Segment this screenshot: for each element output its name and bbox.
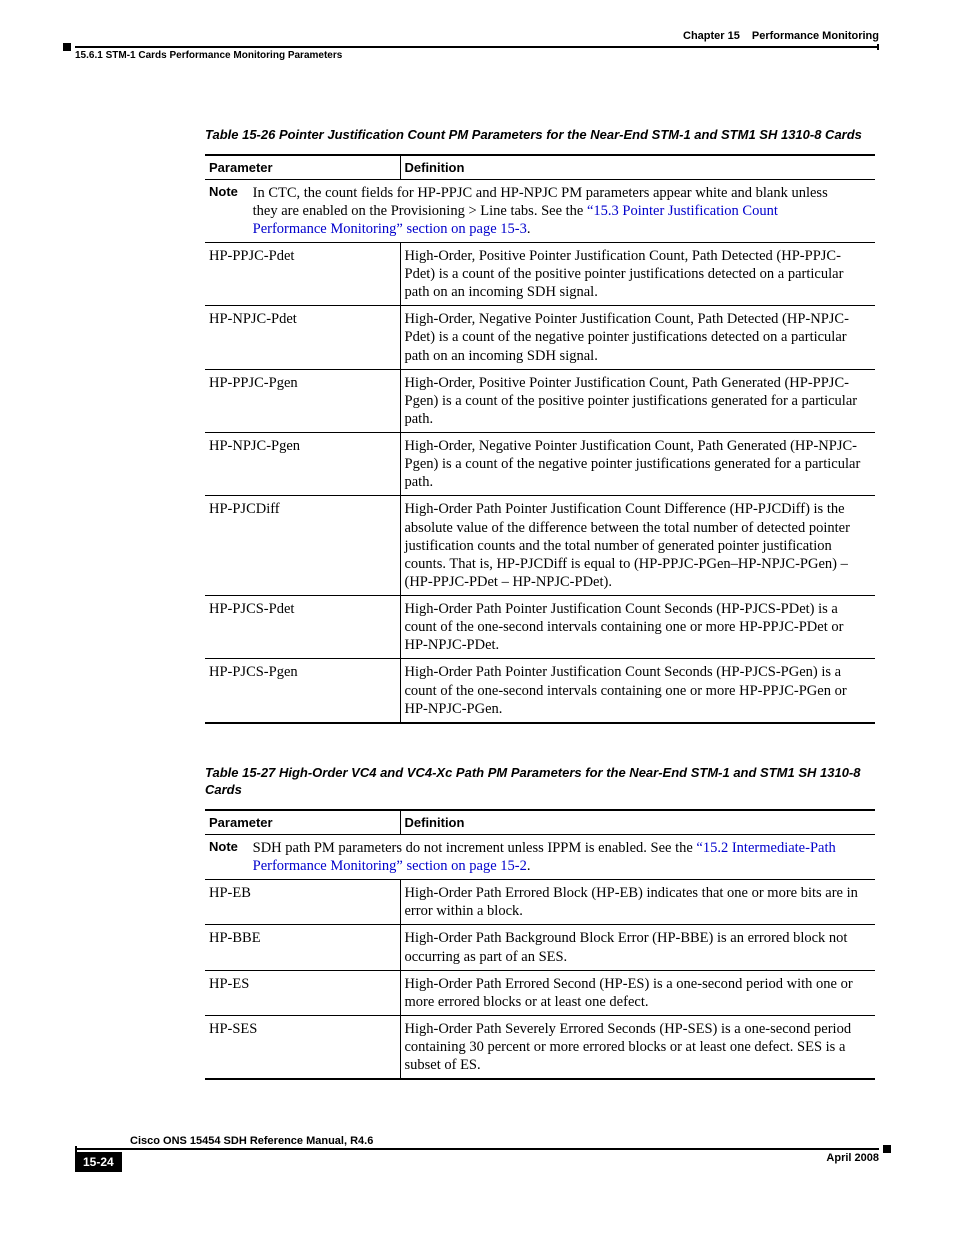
table-26-note-row: Note In CTC, the count fields for HP-PPJ…	[205, 179, 875, 242]
param-cell: HP-PJCS-Pdet	[205, 596, 400, 659]
chapter-title: Performance Monitoring	[752, 30, 879, 42]
def-cell: High-Order, Positive Pointer Justificati…	[400, 369, 875, 432]
def-cell: High-Order Path Pointer Justification Co…	[400, 596, 875, 659]
table-row: HP-NPJC-PdetHigh-Order, Negative Pointer…	[205, 306, 875, 369]
param-cell: HP-PPJC-Pgen	[205, 369, 400, 432]
param-cell: HP-PPJC-Pdet	[205, 242, 400, 305]
table-27: Parameter Definition Note SDH path PM pa…	[205, 809, 875, 1080]
note-text-pre: SDH path PM parameters do not increment …	[253, 840, 697, 856]
page-footer: Cisco ONS 15454 SDH Reference Manual, R4…	[75, 1135, 879, 1172]
table-row: HP-EBHigh-Order Path Errored Block (HP-E…	[205, 880, 875, 925]
def-cell: High-Order Path Pointer Justification Co…	[400, 496, 875, 596]
note-body: SDH path PM parameters do not increment …	[253, 839, 853, 875]
header-rule-block	[63, 43, 71, 51]
param-cell: HP-PJCS-Pgen	[205, 659, 400, 723]
def-cell: High-Order Path Errored Second (HP-ES) i…	[400, 970, 875, 1015]
table-27-head-param: Parameter	[205, 810, 400, 835]
def-cell: High-Order, Negative Pointer Justificati…	[400, 306, 875, 369]
param-cell: HP-BBE	[205, 925, 400, 970]
table-27-note-row: Note SDH path PM parameters do not incre…	[205, 834, 875, 879]
table-row: HP-BBEHigh-Order Path Background Block E…	[205, 925, 875, 970]
note-label: Note	[209, 184, 249, 200]
page-number-badge: 15-24	[75, 1152, 122, 1172]
def-cell: High-Order Path Errored Block (HP-EB) in…	[400, 880, 875, 925]
table-row: HP-PPJC-PdetHigh-Order, Positive Pointer…	[205, 242, 875, 305]
header-rule	[75, 46, 879, 48]
param-cell: HP-NPJC-Pdet	[205, 306, 400, 369]
param-cell: HP-PJCDiff	[205, 496, 400, 596]
table-27-head-def: Definition	[400, 810, 875, 835]
note-text-post: .	[527, 858, 531, 874]
note-body: In CTC, the count fields for HP-PPJC and…	[253, 184, 853, 238]
def-cell: High-Order Path Background Block Error (…	[400, 925, 875, 970]
def-cell: High-Order Path Severely Errored Seconds…	[400, 1015, 875, 1079]
chapter-label: Chapter 15	[683, 30, 740, 42]
param-cell: HP-ES	[205, 970, 400, 1015]
running-header: Chapter 15 Performance Monitoring	[75, 30, 879, 42]
footer-doc-title: Cisco ONS 15454 SDH Reference Manual, R4…	[130, 1135, 879, 1147]
footer-date: April 2008	[826, 1152, 879, 1164]
header-rule-tick	[877, 44, 879, 50]
note-label: Note	[209, 839, 249, 855]
table-27-caption: Table 15-27 High-Order VC4 and VC4-Xc Pa…	[205, 764, 879, 799]
def-cell: High-Order Path Pointer Justification Co…	[400, 659, 875, 723]
footer-rule-block	[883, 1145, 891, 1153]
table-row: HP-PPJC-PgenHigh-Order, Positive Pointer…	[205, 369, 875, 432]
table-26: Parameter Definition Note In CTC, the co…	[205, 154, 875, 724]
def-cell: High-Order, Negative Pointer Justificati…	[400, 433, 875, 496]
footer-rule	[75, 1148, 879, 1150]
note-text-post: .	[527, 221, 531, 237]
table-row: HP-SESHigh-Order Path Severely Errored S…	[205, 1015, 875, 1079]
table-26-head-param: Parameter	[205, 155, 400, 180]
table-row: HP-PJCS-PdetHigh-Order Path Pointer Just…	[205, 596, 875, 659]
footer-rule-tick	[75, 1146, 77, 1152]
section-header: 15.6.1 STM-1 Cards Performance Monitorin…	[75, 50, 879, 61]
table-26-head-def: Definition	[400, 155, 875, 180]
table-26-caption: Table 15-26 Pointer Justification Count …	[205, 126, 879, 144]
table-row: HP-PJCS-PgenHigh-Order Path Pointer Just…	[205, 659, 875, 723]
def-cell: High-Order, Positive Pointer Justificati…	[400, 242, 875, 305]
table-row: HP-ESHigh-Order Path Errored Second (HP-…	[205, 970, 875, 1015]
table-row: HP-NPJC-PgenHigh-Order, Negative Pointer…	[205, 433, 875, 496]
table-row: HP-PJCDiffHigh-Order Path Pointer Justif…	[205, 496, 875, 596]
param-cell: HP-SES	[205, 1015, 400, 1079]
param-cell: HP-EB	[205, 880, 400, 925]
param-cell: HP-NPJC-Pgen	[205, 433, 400, 496]
